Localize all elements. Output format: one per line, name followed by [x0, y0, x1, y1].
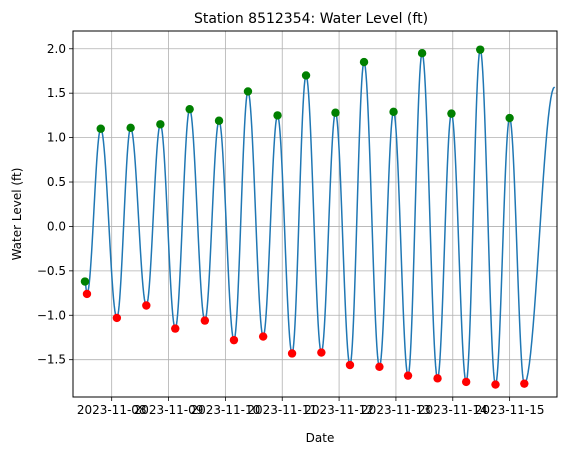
high-tide-point [359, 57, 369, 67]
high-tide-point [417, 49, 427, 58]
high-tide-point [447, 109, 456, 118]
y-tick-label: −1.5 [37, 353, 66, 367]
x-axis-label: Date [306, 431, 335, 445]
high-tide-point [505, 113, 514, 123]
low-tide-point [258, 332, 268, 341]
high-tide-point [214, 116, 224, 125]
low-tide-point [287, 349, 297, 358]
high-tide-point [331, 108, 340, 117]
low-tide-point [112, 313, 122, 323]
high-tide-point [301, 71, 311, 80]
low-tide-point [375, 362, 384, 371]
low-tide-point [403, 371, 413, 380]
low-tide-point [317, 348, 326, 357]
plot-frame [72, 30, 558, 398]
y-axis-ticks: −1.5 −1.0 −0.5 0.0 0.5 1.0 1.5 2.0 [37, 42, 73, 367]
low-tide-point [171, 324, 180, 333]
high-tide-point [80, 277, 90, 286]
x-tick-label: 2023-11-14 [418, 403, 488, 417]
x-tick-label: 2023-11-13 [361, 403, 431, 417]
high-tide-point [273, 111, 282, 120]
y-tick-label: 0.5 [47, 175, 66, 189]
x-tick-label: 2023-11-08 [77, 403, 147, 417]
y-tick-label: 1.5 [47, 86, 66, 100]
high-tide-point [185, 104, 194, 114]
high-tide-point [126, 123, 135, 133]
x-grid [111, 31, 511, 397]
low-tide-point [491, 380, 500, 389]
x-tick-label: 2023-11-09 [134, 403, 204, 417]
y-tick-label: 1.0 [47, 131, 66, 145]
low-tide-point [229, 335, 239, 345]
y-tick-label: −1.0 [37, 308, 66, 322]
low-tide-point [520, 379, 529, 388]
low-tide-points [82, 289, 529, 389]
low-tide-point [345, 360, 355, 370]
x-tick-label: 2023-11-11 [247, 403, 317, 417]
y-axis-label: Water Level (ft) [10, 168, 24, 261]
low-tide-point [433, 374, 442, 383]
x-tick-label: 2023-11-10 [191, 403, 261, 417]
low-tide-point [461, 377, 471, 387]
low-tide-point [142, 301, 151, 310]
low-tide-point [82, 289, 92, 299]
x-axis-ticks: 2023-11-082023-11-092023-11-102023-11-11… [77, 397, 545, 417]
y-tick-label: −0.5 [37, 264, 66, 278]
water-level-line [84, 47, 556, 387]
y-tick-label: 0.0 [47, 219, 66, 233]
y-grid [73, 48, 557, 361]
x-tick-label: 2023-11-15 [475, 403, 545, 417]
y-tick-label: 2.0 [47, 42, 66, 56]
high-tide-points [80, 45, 514, 286]
high-tide-point [476, 45, 485, 54]
high-tide-point [389, 107, 398, 117]
x-tick-label: 2023-11-12 [304, 403, 374, 417]
high-tide-point [96, 124, 105, 133]
chart-title: Station 8512354: Water Level (ft) [194, 11, 428, 27]
high-tide-point [156, 120, 165, 129]
high-tide-point [243, 87, 253, 96]
low-tide-point [200, 316, 210, 325]
